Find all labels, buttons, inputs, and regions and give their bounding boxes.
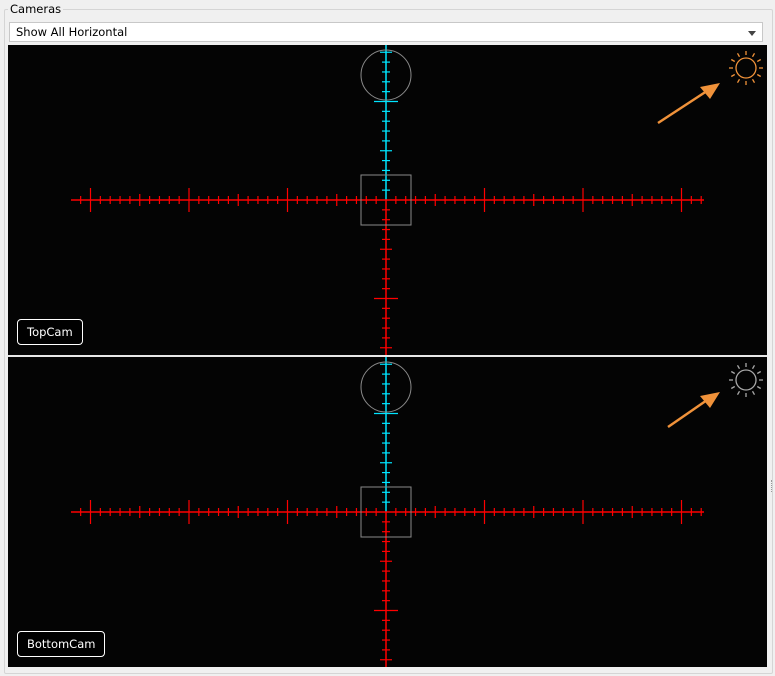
cameras-group bbox=[4, 9, 773, 674]
dropdown-value: Show All Horizontal bbox=[16, 25, 128, 39]
brightness-icon bbox=[729, 363, 763, 397]
annotation-arrow-shaft bbox=[667, 396, 711, 429]
view-mode-dropdown[interactable]: Show All Horizontal bbox=[9, 22, 763, 42]
camera-label-button[interactable]: TopCam bbox=[17, 319, 83, 345]
annotation-arrow-head bbox=[700, 83, 720, 99]
group-title: Cameras bbox=[8, 2, 64, 16]
resize-grip[interactable] bbox=[771, 480, 775, 492]
crosshair-overlay bbox=[71, 357, 763, 667]
camera-label-button[interactable]: BottomCam bbox=[17, 631, 106, 657]
center-box bbox=[360, 174, 412, 226]
view-divider bbox=[8, 355, 767, 357]
annotation-arrow-shaft bbox=[657, 87, 711, 125]
bottomcam-view[interactable]: BottomCam bbox=[8, 357, 767, 667]
brightness-icon bbox=[729, 51, 763, 85]
center-box bbox=[360, 486, 412, 538]
chevron-down-icon bbox=[748, 31, 756, 36]
annotation-arrow-head bbox=[700, 392, 720, 408]
target-circle bbox=[360, 49, 412, 101]
topcam-view[interactable]: TopCam bbox=[8, 45, 767, 355]
target-circle bbox=[360, 361, 412, 413]
crosshair-overlay bbox=[71, 45, 763, 355]
